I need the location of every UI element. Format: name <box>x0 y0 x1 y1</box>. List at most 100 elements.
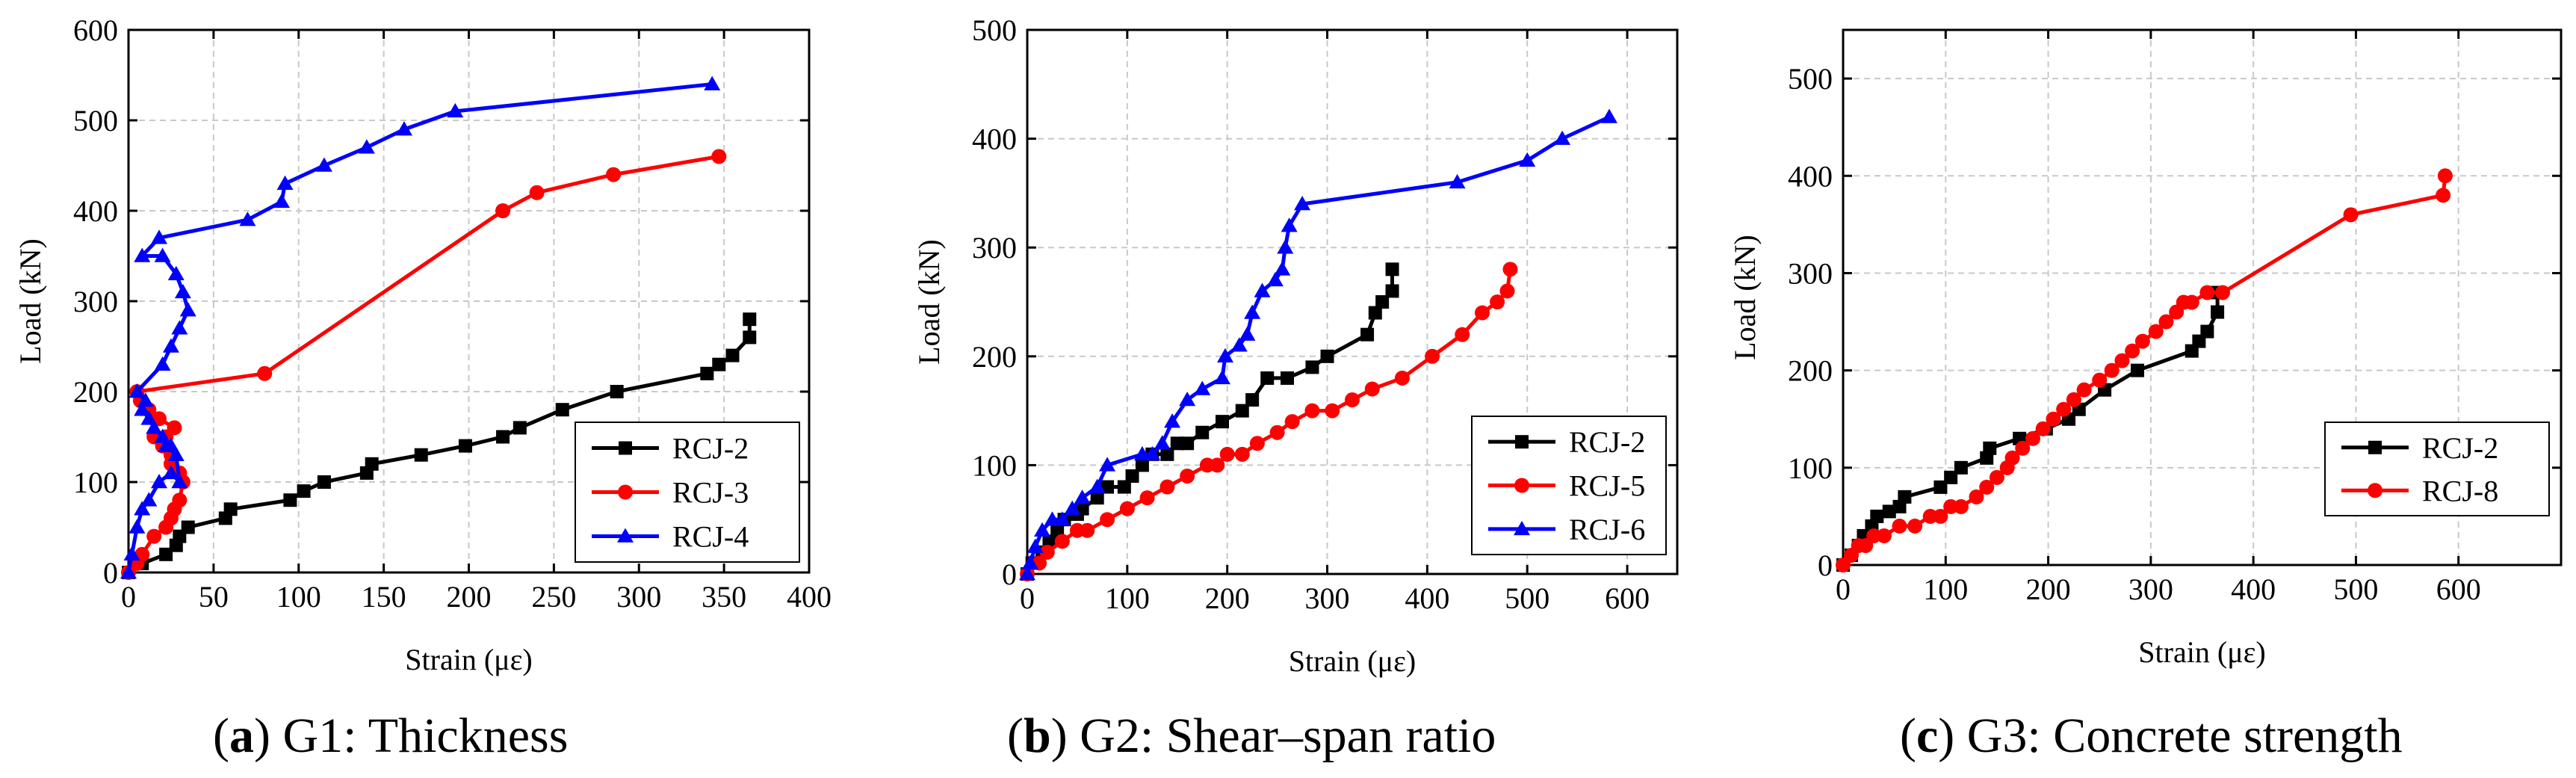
x-tick-label: 50 <box>199 580 229 614</box>
legend-label-rcj-8: RCJ-8 <box>2422 474 2498 507</box>
y-tick-label: 500 <box>972 13 1017 47</box>
data-point-rcj-6 <box>1179 392 1196 407</box>
legend-label-rcj-4: RCJ-4 <box>672 520 749 554</box>
data-point-rcj-8 <box>2114 353 2130 368</box>
data-point-rcj-4 <box>137 392 154 407</box>
data-point-rcj-6 <box>1519 152 1536 167</box>
data-point-rcj-2 <box>1320 349 1334 363</box>
data-point-rcj-4 <box>315 157 332 172</box>
data-point-rcj-8 <box>2056 401 2072 417</box>
data-point-rcj-5 <box>1499 283 1515 299</box>
data-point-rcj-2 <box>283 493 297 507</box>
data-point-rcj-8 <box>1892 518 1907 534</box>
data-point-rcj-2 <box>2200 324 2214 339</box>
caption-b: (b) G2: Shear–span ratio <box>1007 708 1496 763</box>
data-point-rcj-2 <box>1042 534 1056 549</box>
data-point-rcj-4 <box>704 75 721 90</box>
legend-label-rcj-6: RCJ-6 <box>1569 513 1645 546</box>
data-point-rcj-6 <box>1281 217 1298 232</box>
data-point-rcj-4 <box>120 564 137 579</box>
data-point-rcj-6 <box>1099 457 1116 472</box>
data-point-rcj-6 <box>1154 435 1171 450</box>
data-point-rcj-2 <box>181 520 195 534</box>
y-tick-label: 400 <box>972 123 1017 156</box>
data-point-rcj-8 <box>2046 411 2061 427</box>
data-point-rcj-8 <box>1876 528 1892 543</box>
data-point-rcj-5 <box>1119 501 1135 516</box>
x-tick-label: 100 <box>1105 581 1150 615</box>
data-point-rcj-3 <box>257 365 273 381</box>
data-point-rcj-5 <box>1364 381 1380 397</box>
x-tick-label: 200 <box>447 580 492 614</box>
y-tick-label: 100 <box>1788 451 1833 485</box>
data-point-rcj-5 <box>1180 468 1195 484</box>
data-point-rcj-3 <box>167 420 182 436</box>
data-point-rcj-6 <box>1034 522 1051 537</box>
data-point-rcj-2 <box>1216 415 1229 429</box>
x-tick-label: 300 <box>1305 581 1350 615</box>
legend-label-rcj-2: RCJ-2 <box>1569 425 1645 459</box>
x-tick-label: 300 <box>616 580 661 614</box>
data-point-rcj-4 <box>154 356 171 371</box>
data-point-rcj-6 <box>1164 413 1181 428</box>
data-point-rcj-4 <box>174 283 191 299</box>
data-point-rcj-4 <box>239 212 256 226</box>
data-point-rcj-8 <box>1922 508 1938 524</box>
y-tick-label: 0 <box>1002 558 1017 591</box>
data-point-rcj-5 <box>1269 424 1285 440</box>
data-point-rcj-4 <box>150 229 167 244</box>
y-tick-label: 200 <box>73 375 118 409</box>
data-point-rcj-2 <box>297 484 311 498</box>
data-point-rcj-2 <box>414 448 428 462</box>
data-point-rcj-4 <box>162 338 179 353</box>
legend-label-rcj-3: RCJ-3 <box>672 476 749 510</box>
y-tick-label: 300 <box>1788 256 1833 290</box>
data-point-rcj-2 <box>1260 371 1275 385</box>
x-tick-label: 0 <box>121 580 136 614</box>
data-point-rcj-5 <box>1325 403 1340 419</box>
data-point-rcj-5 <box>1475 305 1490 321</box>
data-point-rcj-6 <box>1214 369 1230 385</box>
data-point-rcj-8 <box>2437 168 2453 184</box>
data-point-rcj-6 <box>1294 195 1311 211</box>
y-tick-label: 300 <box>73 285 118 318</box>
data-point-rcj-4 <box>134 501 151 516</box>
data-point-rcj-6 <box>1277 239 1294 254</box>
data-point-rcj-5 <box>1039 544 1055 560</box>
data-point-rcj-4 <box>154 247 171 262</box>
data-point-rcj-4 <box>162 464 179 480</box>
data-point-rcj-2 <box>1075 501 1089 516</box>
data-point-rcj-3 <box>146 528 162 544</box>
data-point-rcj-4 <box>140 492 158 507</box>
y-axis-label: Load (kN) <box>1728 235 1762 360</box>
data-point-rcj-5 <box>1234 446 1250 462</box>
y-tick-label: 500 <box>73 104 118 138</box>
data-point-rcj-5 <box>1455 327 1470 342</box>
x-tick-label: 150 <box>362 580 406 614</box>
data-point-rcj-2 <box>1090 491 1104 505</box>
data-point-rcj-5 <box>1425 348 1440 364</box>
data-point-rcj-8 <box>1933 508 1948 524</box>
data-point-rcj-8 <box>2134 333 2150 349</box>
data-point-rcj-8 <box>2148 324 2164 339</box>
x-tick-label: 350 <box>702 580 746 614</box>
data-point-rcj-8 <box>2104 362 2120 378</box>
legend-marker-rcj-8 <box>2368 483 2383 498</box>
legend-marker-rcj-2 <box>2368 440 2382 454</box>
legend-marker-rcj-5 <box>1514 478 1529 493</box>
data-point-rcj-5 <box>1210 457 1225 473</box>
legend-label-rcj-5: RCJ-5 <box>1569 469 1645 503</box>
x-tick-label: 250 <box>531 580 576 614</box>
y-tick-label: 200 <box>1788 354 1833 388</box>
data-point-rcj-8 <box>2076 382 2092 398</box>
data-point-rcj-3 <box>606 167 622 182</box>
data-point-rcj-8 <box>2035 421 2051 436</box>
data-point-rcj-2 <box>365 457 379 471</box>
data-point-rcj-6 <box>1019 566 1035 581</box>
data-point-rcj-2 <box>1135 458 1149 472</box>
data-point-rcj-5 <box>1304 403 1320 419</box>
legend-marker-rcj-4 <box>617 528 634 543</box>
data-point-rcj-6 <box>1554 130 1571 145</box>
y-tick-label: 500 <box>1788 62 1833 96</box>
x-tick-label: 400 <box>2231 572 2276 606</box>
